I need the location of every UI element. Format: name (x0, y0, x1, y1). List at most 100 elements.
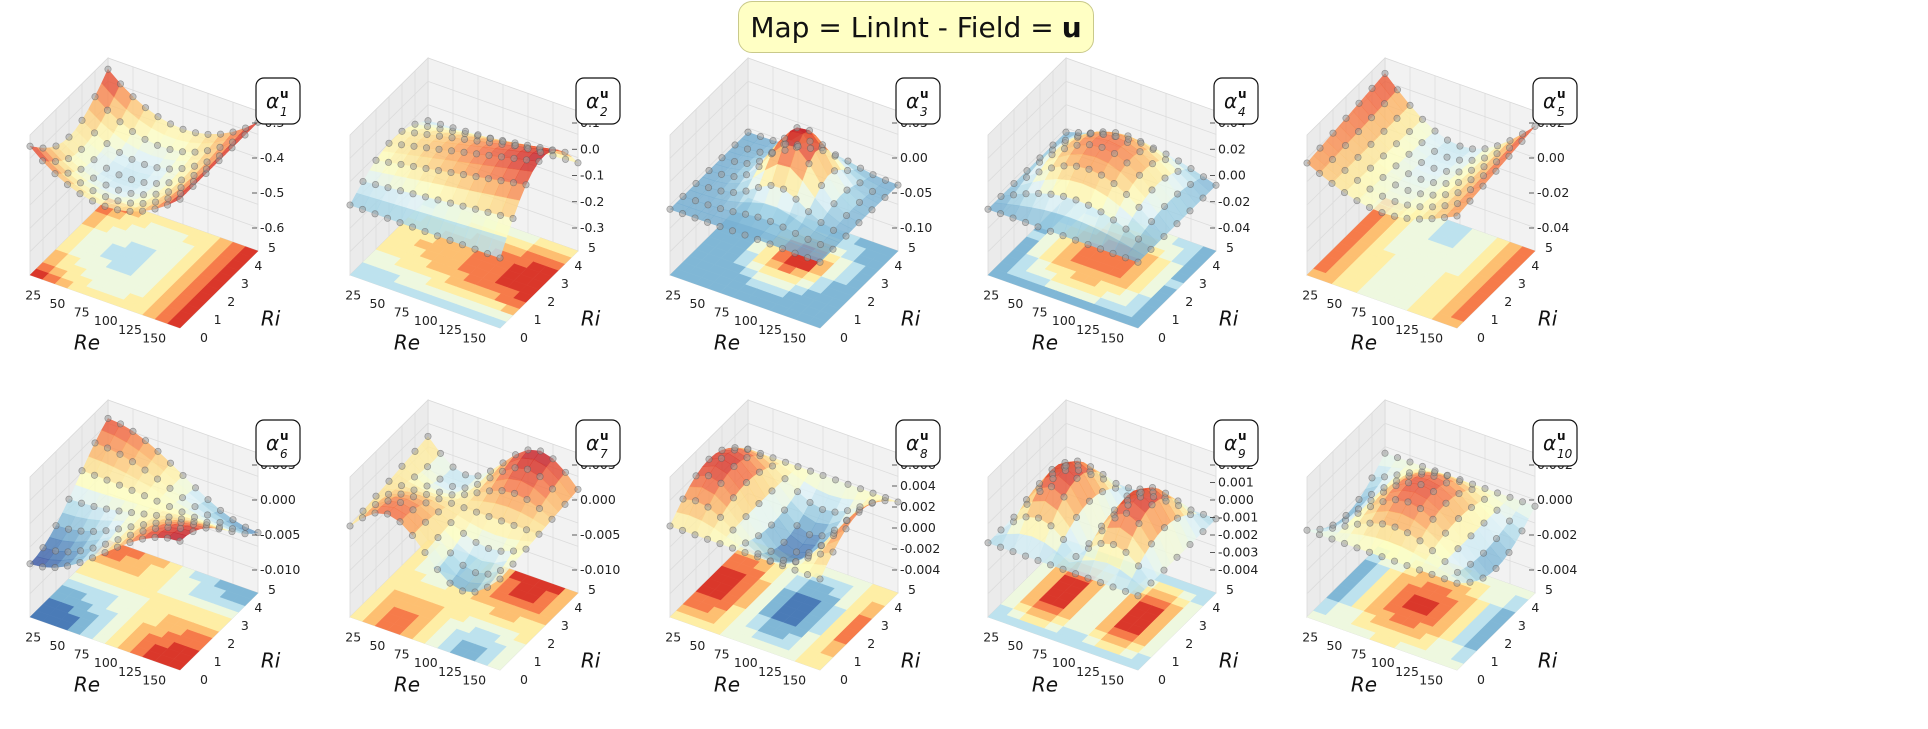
sample-point (1392, 162, 1400, 170)
sample-point (1390, 557, 1399, 565)
sample-point (116, 450, 124, 458)
sample-point (371, 210, 379, 218)
sample-point (524, 446, 532, 454)
sample-point (1199, 194, 1207, 202)
sample-point (397, 482, 406, 490)
coefficient-label-box (895, 419, 941, 467)
sample-point (1391, 197, 1399, 206)
sample-point (1034, 189, 1043, 197)
sample-point (816, 575, 824, 583)
sample-point (792, 557, 800, 566)
ri-tick-label: 3 (561, 618, 569, 633)
sample-point (228, 144, 236, 152)
sample-point (1481, 484, 1489, 493)
z-tick-label: 0.001 (1218, 475, 1254, 490)
coefficient-label-box (1213, 77, 1259, 125)
sample-point (101, 540, 110, 548)
sample-point (829, 548, 837, 556)
sample-point (1009, 191, 1018, 199)
sample-point (1379, 173, 1387, 182)
subplot-3: 255075100125150Re012345Ri0.050.00-0.05-0… (665, 57, 941, 354)
sample-point (729, 188, 738, 197)
sample-point (151, 533, 159, 541)
sample-point (216, 518, 224, 526)
ri-tick-label: 3 (1199, 276, 1207, 291)
sample-point (728, 544, 737, 552)
coefficient-subscript: 1 (280, 105, 288, 119)
sample-point (203, 158, 211, 166)
coefficient-symbol: α (266, 89, 279, 113)
sample-point (166, 484, 174, 492)
sample-point (410, 486, 418, 494)
sample-point (561, 468, 570, 476)
sample-point (1479, 182, 1487, 190)
sample-point (51, 170, 59, 178)
sample-point (1072, 552, 1080, 561)
z-tick-label: 0.00 (1218, 168, 1246, 183)
sample-point (103, 140, 111, 148)
re-tick-label: 125 (1395, 322, 1419, 337)
ri-tick-label: 0 (200, 330, 208, 345)
sample-point (128, 486, 136, 494)
sample-point (1160, 566, 1168, 574)
z-tick-label: 0.004 (900, 478, 936, 493)
sample-point (1453, 200, 1462, 208)
sample-point (1122, 548, 1130, 556)
sample-point (1380, 484, 1388, 492)
sample-point (1009, 214, 1017, 222)
sample-point (523, 465, 532, 473)
sample-point (1429, 179, 1438, 187)
sample-point (1049, 141, 1057, 149)
sample-point (1341, 166, 1349, 174)
sample-point (126, 531, 135, 539)
sample-point (842, 525, 850, 533)
sample-point (140, 178, 148, 187)
sample-point (1046, 561, 1055, 569)
sample-point (191, 503, 199, 511)
sample-point (561, 155, 570, 163)
sample-point (396, 219, 404, 227)
sample-point (1393, 114, 1401, 122)
sample-point (88, 197, 97, 205)
sample-point (229, 516, 237, 524)
sample-point (996, 543, 1005, 551)
sample-point (781, 146, 789, 154)
sample-point (756, 449, 765, 457)
sample-point (1328, 535, 1336, 543)
z-tick-label: -0.4 (260, 150, 284, 165)
sample-point (829, 245, 837, 253)
grid-line (349, 423, 429, 501)
sample-point (523, 495, 531, 504)
sample-point (868, 206, 876, 214)
ri-tick-label: 5 (1226, 582, 1234, 597)
sample-point (692, 179, 700, 188)
sample-point (104, 65, 112, 73)
sample-point (52, 142, 60, 150)
sample-point (39, 544, 47, 552)
sample-point (359, 507, 367, 515)
sample-point (115, 148, 124, 156)
re-tick-label: 150 (1100, 672, 1124, 687)
sample-point (1023, 167, 1031, 175)
sample-point (1035, 479, 1044, 488)
sample-point (1493, 142, 1502, 150)
sample-point (1455, 168, 1463, 176)
sample-point (1379, 498, 1387, 506)
sample-point (446, 236, 454, 244)
grid-line (107, 80, 259, 135)
sample-point (509, 547, 518, 555)
sample-point (805, 549, 813, 557)
sample-point (1010, 179, 1018, 188)
sample-point (423, 122, 432, 131)
sample-point (1316, 525, 1324, 533)
sample-point (1354, 128, 1363, 136)
sample-point (510, 489, 519, 497)
sample-point (1010, 513, 1018, 521)
figure-title: Map = LinInt - Field = u (738, 1, 1094, 53)
z-tick-label: 0.0 (580, 141, 600, 156)
sample-point (1021, 552, 1030, 560)
sample-point (1034, 556, 1042, 565)
sample-point (817, 181, 826, 190)
ri-tick-label: 2 (1504, 636, 1512, 651)
sample-point (1378, 520, 1387, 528)
